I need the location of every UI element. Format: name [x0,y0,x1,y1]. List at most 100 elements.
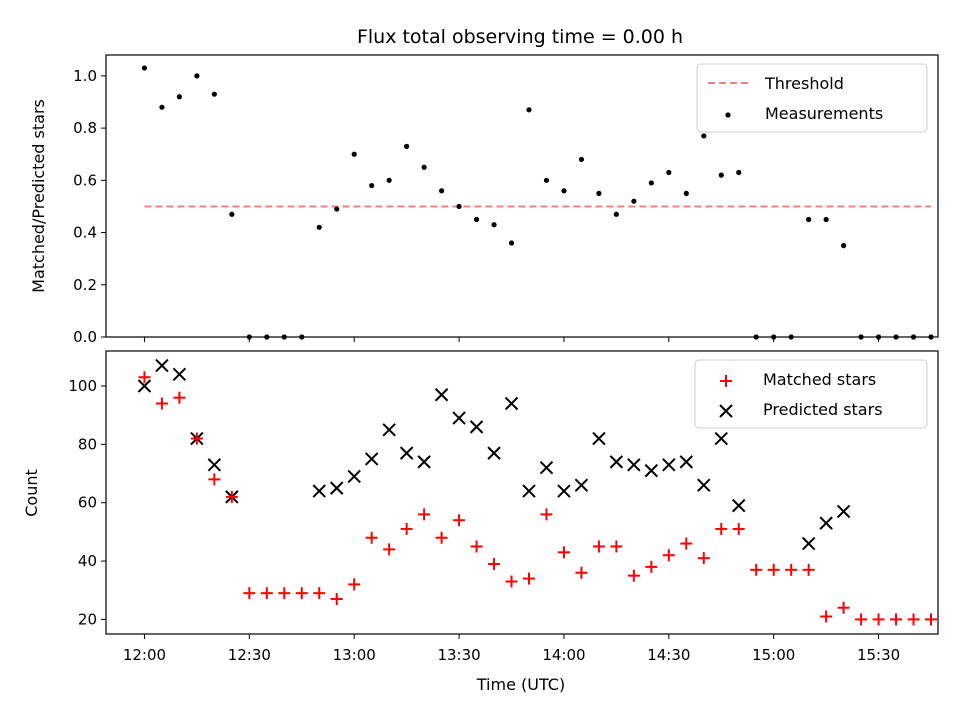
predicted-point [574,478,589,492]
x-tick-label: 12:30 [228,646,271,664]
predicted-point [801,536,816,551]
legend-threshold-label: Threshold [764,74,844,93]
measurement-point [701,133,707,139]
predicted-point [347,469,361,484]
matched-point [383,543,396,556]
x-tick-label: 13:30 [437,646,480,664]
matched-point [155,397,168,410]
x-tick-label: 15:00 [752,646,795,664]
measurement-point [211,91,217,97]
matched-point [295,587,308,600]
measurement-point [543,177,550,183]
measurement-point [613,211,619,217]
measurement-point [718,172,724,178]
matched-point [697,552,710,565]
matched-point [872,613,885,626]
matched-point [575,566,588,579]
predicted-point [382,423,396,437]
matched-point [802,563,815,576]
predicted-point [836,504,851,519]
measurement-point [386,177,392,183]
measurement-point [806,216,812,223]
matched-point [680,537,693,550]
bottom-y-tick-label: 60 [78,494,97,512]
legend-predicted-swatch [719,404,733,418]
measurement-point [683,190,689,196]
matched-point [785,563,798,576]
predicted-point [714,431,728,446]
bottom-y-tick-label: 100 [68,377,97,395]
top-y-tick-label: 0.4 [73,224,97,242]
predicted-point [557,484,571,498]
matched-point [505,575,518,588]
matched-point [348,578,361,591]
legend-matched-swatch [720,375,732,387]
measurement-point [176,94,183,100]
predicted-point [504,396,519,411]
matched-point [855,613,868,626]
measurement-point [596,190,602,196]
matched-point [540,508,553,521]
measurement-point [841,243,847,249]
x-tick-label: 14:00 [542,646,585,664]
measurement-point [526,107,532,113]
top-y-tick-label: 0.2 [73,276,97,294]
measurement-point [141,65,148,71]
measurement-point [316,224,322,230]
x-tick-label: 12:00 [123,646,166,664]
predicted-point [155,358,169,373]
predicted-point [487,446,501,460]
measurement-point [456,203,462,210]
matched-point [592,540,605,553]
legend-matched-label: Matched stars [763,370,876,389]
top-legend-box [696,63,928,133]
top-y-tick-label: 1.0 [73,67,97,85]
matched-point [907,613,920,626]
measurement-point [438,188,445,194]
matched-point [925,613,938,626]
matched-point [662,549,675,562]
matched-point [767,563,780,576]
predicted-point [662,458,676,472]
predicted-point [364,452,379,466]
bottom-y-tick-label: 40 [78,552,97,570]
top-y-axis: 0.0 0.2 0.4 0.6 0.8 1.0 [73,67,106,346]
predicted-point [172,367,187,382]
matched-point [260,587,273,600]
matched-point [645,560,658,573]
measurement-point [666,169,672,176]
bottom-legend: Matched stars Predicted stars [694,359,928,429]
matched-point [243,587,256,600]
predicted-point [679,455,694,469]
bottom-y-axis-label: Count [22,469,41,517]
top-y-tick-label: 0.8 [73,119,97,137]
predicted-point [609,455,624,469]
measurement-point [421,164,427,170]
matched-point [330,592,343,605]
predicted-point [452,411,466,425]
measurement-point [648,180,654,186]
matched-point [837,601,850,614]
matched-point [732,522,745,535]
top-y-tick-label: 0.6 [73,171,97,189]
bottom-y-tick-label: 80 [78,435,97,453]
measurement-point [631,198,637,204]
measurement-point [473,216,480,223]
matched-point [278,587,291,600]
matched-point [225,490,238,503]
matched-point [313,587,326,600]
matched-point [820,610,833,623]
bottom-legend-box [694,359,928,429]
matched-point [453,514,466,527]
matched-point [208,473,221,486]
top-legend: Threshold Measurements [696,63,928,133]
matched-point [138,371,151,384]
predicted-point [207,458,222,472]
bottom-y-axis: 20 40 60 80 100 [68,377,106,628]
measurement-point [159,104,165,110]
measurement-point [194,73,200,79]
x-tick-label: 13:00 [333,646,376,664]
top-subplot: 0.0 0.2 0.4 0.6 0.8 1.0 Matched/Predicted sta… [29,54,939,346]
measurement-point [508,240,515,246]
